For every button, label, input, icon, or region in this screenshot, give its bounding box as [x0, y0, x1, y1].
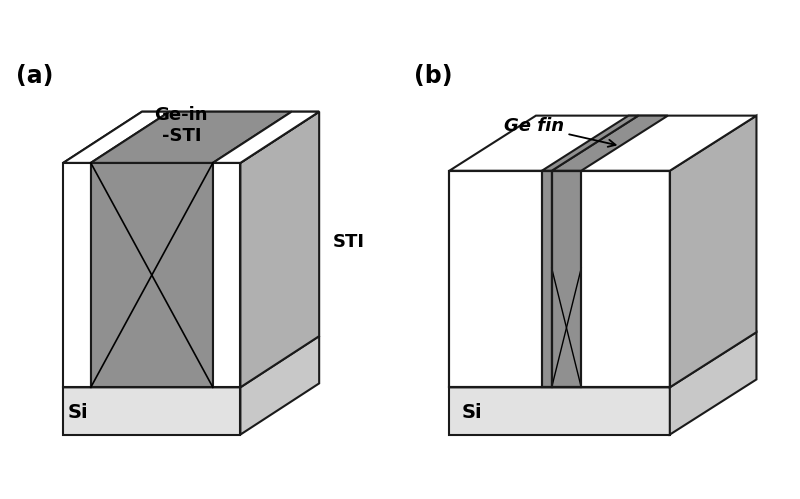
Text: (a): (a) — [16, 64, 54, 88]
Text: Ge fin: Ge fin — [503, 117, 615, 147]
Polygon shape — [63, 387, 241, 435]
Polygon shape — [542, 171, 552, 387]
Polygon shape — [552, 171, 582, 387]
Polygon shape — [450, 387, 670, 435]
Polygon shape — [63, 112, 170, 163]
Text: Ge-in
-STI: Ge-in -STI — [154, 106, 208, 145]
Polygon shape — [552, 116, 668, 171]
Polygon shape — [63, 112, 319, 163]
Polygon shape — [90, 163, 213, 387]
Text: STI: STI — [333, 233, 365, 250]
Polygon shape — [542, 116, 638, 171]
Polygon shape — [213, 112, 319, 163]
Polygon shape — [63, 336, 319, 387]
Text: (b): (b) — [414, 64, 452, 88]
Polygon shape — [670, 332, 757, 435]
Polygon shape — [90, 112, 292, 163]
Polygon shape — [241, 336, 319, 435]
Text: Si: Si — [67, 403, 88, 423]
Polygon shape — [450, 332, 757, 387]
Text: Si: Si — [461, 403, 482, 423]
Polygon shape — [450, 116, 757, 171]
Polygon shape — [241, 112, 319, 387]
Polygon shape — [63, 163, 90, 387]
Polygon shape — [450, 171, 670, 387]
Polygon shape — [670, 116, 757, 387]
Polygon shape — [213, 163, 241, 387]
